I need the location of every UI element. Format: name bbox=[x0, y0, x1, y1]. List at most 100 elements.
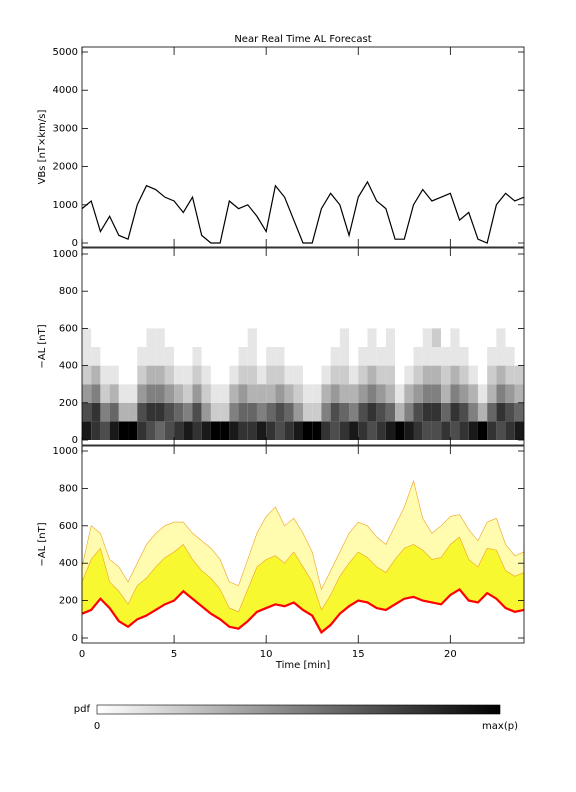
heat-cell bbox=[431, 365, 442, 385]
heat-cell bbox=[358, 328, 368, 347]
heat-cell bbox=[192, 384, 202, 403]
heat-cell bbox=[247, 328, 257, 347]
heat-cell bbox=[109, 365, 119, 385]
heat-cell bbox=[339, 347, 350, 366]
heat-cell bbox=[137, 421, 147, 440]
heat-cell bbox=[404, 347, 414, 366]
heat-cell bbox=[413, 328, 423, 347]
heat-cell bbox=[210, 347, 221, 366]
heat-cell bbox=[468, 347, 478, 366]
y-tick-label: 800 bbox=[59, 286, 78, 297]
heat-cell bbox=[477, 384, 488, 403]
y-tick-label: 3000 bbox=[53, 123, 78, 134]
heat-cell bbox=[100, 347, 110, 366]
heat-cell bbox=[477, 328, 488, 347]
heat-cell bbox=[422, 384, 432, 403]
heat-cell bbox=[137, 347, 147, 366]
heat-cell bbox=[183, 402, 193, 422]
heat-cell bbox=[238, 421, 248, 440]
heat-cell bbox=[349, 365, 359, 385]
heat-cell bbox=[395, 421, 405, 440]
heat-cell bbox=[256, 421, 267, 440]
heat-cell bbox=[146, 328, 156, 347]
heat-cell bbox=[275, 328, 285, 347]
heat-cell bbox=[459, 328, 469, 347]
heat-cell bbox=[155, 347, 165, 366]
heat-cell bbox=[266, 365, 276, 385]
heat-cell bbox=[496, 384, 506, 403]
heat-cell bbox=[303, 384, 313, 403]
x-tick-label: 0 bbox=[79, 649, 85, 660]
heat-cell bbox=[367, 365, 377, 385]
y-tick-label: 600 bbox=[59, 323, 78, 334]
heat-cell bbox=[339, 402, 350, 422]
heat-cell bbox=[339, 328, 350, 347]
heat-cell bbox=[385, 421, 396, 440]
heat-cell bbox=[431, 347, 442, 366]
heat-cell bbox=[109, 421, 119, 440]
heat-cell bbox=[247, 421, 257, 440]
panel bbox=[81, 479, 525, 635]
heat-cell bbox=[238, 328, 248, 347]
heat-cell bbox=[459, 365, 469, 385]
heat-cell bbox=[256, 365, 267, 385]
heat-cell bbox=[229, 347, 239, 366]
heat-cell bbox=[349, 384, 359, 403]
line bbox=[81, 587, 525, 635]
heat-cell bbox=[174, 421, 184, 440]
y-tick-label: 0 bbox=[72, 435, 78, 446]
heat-cell bbox=[284, 384, 294, 403]
y-tick-label: 4000 bbox=[53, 85, 78, 96]
heat-cell bbox=[312, 328, 322, 347]
heat-cell bbox=[487, 365, 497, 385]
heat-cell bbox=[514, 347, 524, 366]
heat-cell bbox=[422, 365, 432, 385]
heat-cell bbox=[183, 421, 193, 440]
heat-cell bbox=[256, 402, 267, 422]
heat-cell bbox=[303, 421, 313, 440]
heat-cell bbox=[210, 328, 221, 347]
heat-cell bbox=[431, 421, 442, 440]
heat-cell bbox=[91, 328, 101, 347]
heat-cell bbox=[293, 347, 303, 366]
heat-cell bbox=[109, 402, 119, 422]
heat-cell bbox=[468, 421, 478, 440]
heat-cell bbox=[164, 328, 175, 347]
heat-cell bbox=[146, 365, 156, 385]
heat-cell bbox=[487, 402, 497, 422]
heat-cell bbox=[312, 365, 322, 385]
y-tick-label: 600 bbox=[59, 521, 78, 532]
heat-cell bbox=[431, 384, 442, 403]
heat-cell bbox=[210, 365, 221, 385]
heat-cell bbox=[192, 421, 202, 440]
heat-cell bbox=[367, 347, 377, 366]
heat-cell bbox=[349, 402, 359, 422]
heat-cell bbox=[91, 365, 101, 385]
heat-cell bbox=[505, 384, 515, 403]
heat-cell bbox=[413, 365, 423, 385]
heat-cell bbox=[293, 402, 303, 422]
heat-cell bbox=[164, 347, 175, 366]
heat-cell bbox=[303, 328, 313, 347]
heat-cell bbox=[128, 384, 138, 403]
heat-cell bbox=[441, 402, 451, 422]
heat-cell bbox=[229, 402, 239, 422]
heat-cell bbox=[128, 421, 138, 440]
heat-cell bbox=[404, 328, 414, 347]
heat-cell bbox=[238, 402, 248, 422]
heat-cell bbox=[459, 402, 469, 422]
heat-cell bbox=[487, 328, 497, 347]
heat-cell bbox=[321, 384, 331, 403]
heat-cell bbox=[385, 365, 396, 385]
heat-cell bbox=[210, 402, 221, 422]
heat-cell bbox=[238, 384, 248, 403]
heat-cell bbox=[514, 421, 524, 440]
heat-cell bbox=[192, 365, 202, 385]
heat-cell bbox=[303, 347, 313, 366]
heat-cell bbox=[385, 328, 396, 347]
y-tick-label: 0 bbox=[72, 633, 78, 644]
heat-cell bbox=[91, 347, 101, 366]
heat-cell bbox=[118, 328, 129, 347]
heat-cell bbox=[339, 421, 350, 440]
heat-cell bbox=[220, 421, 230, 440]
